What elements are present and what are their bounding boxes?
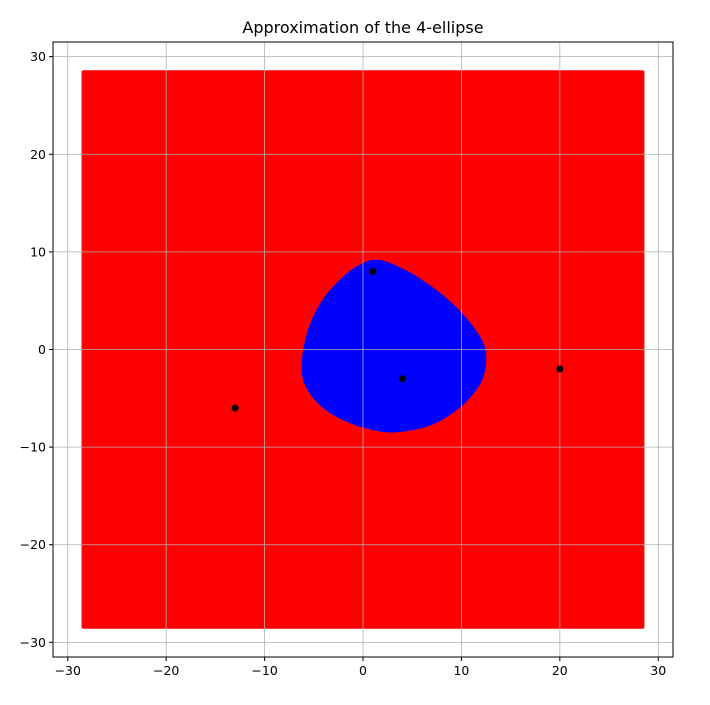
y-tick-label: 10 bbox=[30, 244, 46, 259]
y-tick-label: −30 bbox=[20, 635, 46, 650]
chart-title: Approximation of the 4-ellipse bbox=[242, 18, 483, 37]
x-tick-label: −20 bbox=[153, 663, 179, 678]
y-tick-label: −20 bbox=[20, 537, 46, 552]
x-tick-label: −10 bbox=[251, 663, 277, 678]
x-tick-label: 10 bbox=[453, 663, 469, 678]
x-tick-label: 0 bbox=[359, 663, 367, 678]
ellipse-region bbox=[301, 259, 487, 433]
y-tick-label: −10 bbox=[20, 440, 46, 455]
focus-point bbox=[398, 375, 406, 383]
focus-point bbox=[369, 267, 377, 275]
plot-area: −30 −20 −10 0 10 20 30 −30 −20 −10 0 10 20 30 bbox=[20, 41, 674, 678]
x-tick-label: −30 bbox=[55, 663, 81, 678]
y-tick-label: 20 bbox=[30, 147, 46, 162]
y-tick-label: 30 bbox=[30, 49, 46, 64]
x-tick-label: 30 bbox=[650, 663, 666, 678]
focus-point bbox=[556, 365, 564, 373]
x-tick-label: 20 bbox=[552, 663, 568, 678]
y-tick-label: 0 bbox=[38, 342, 46, 357]
focus-point bbox=[231, 404, 239, 412]
